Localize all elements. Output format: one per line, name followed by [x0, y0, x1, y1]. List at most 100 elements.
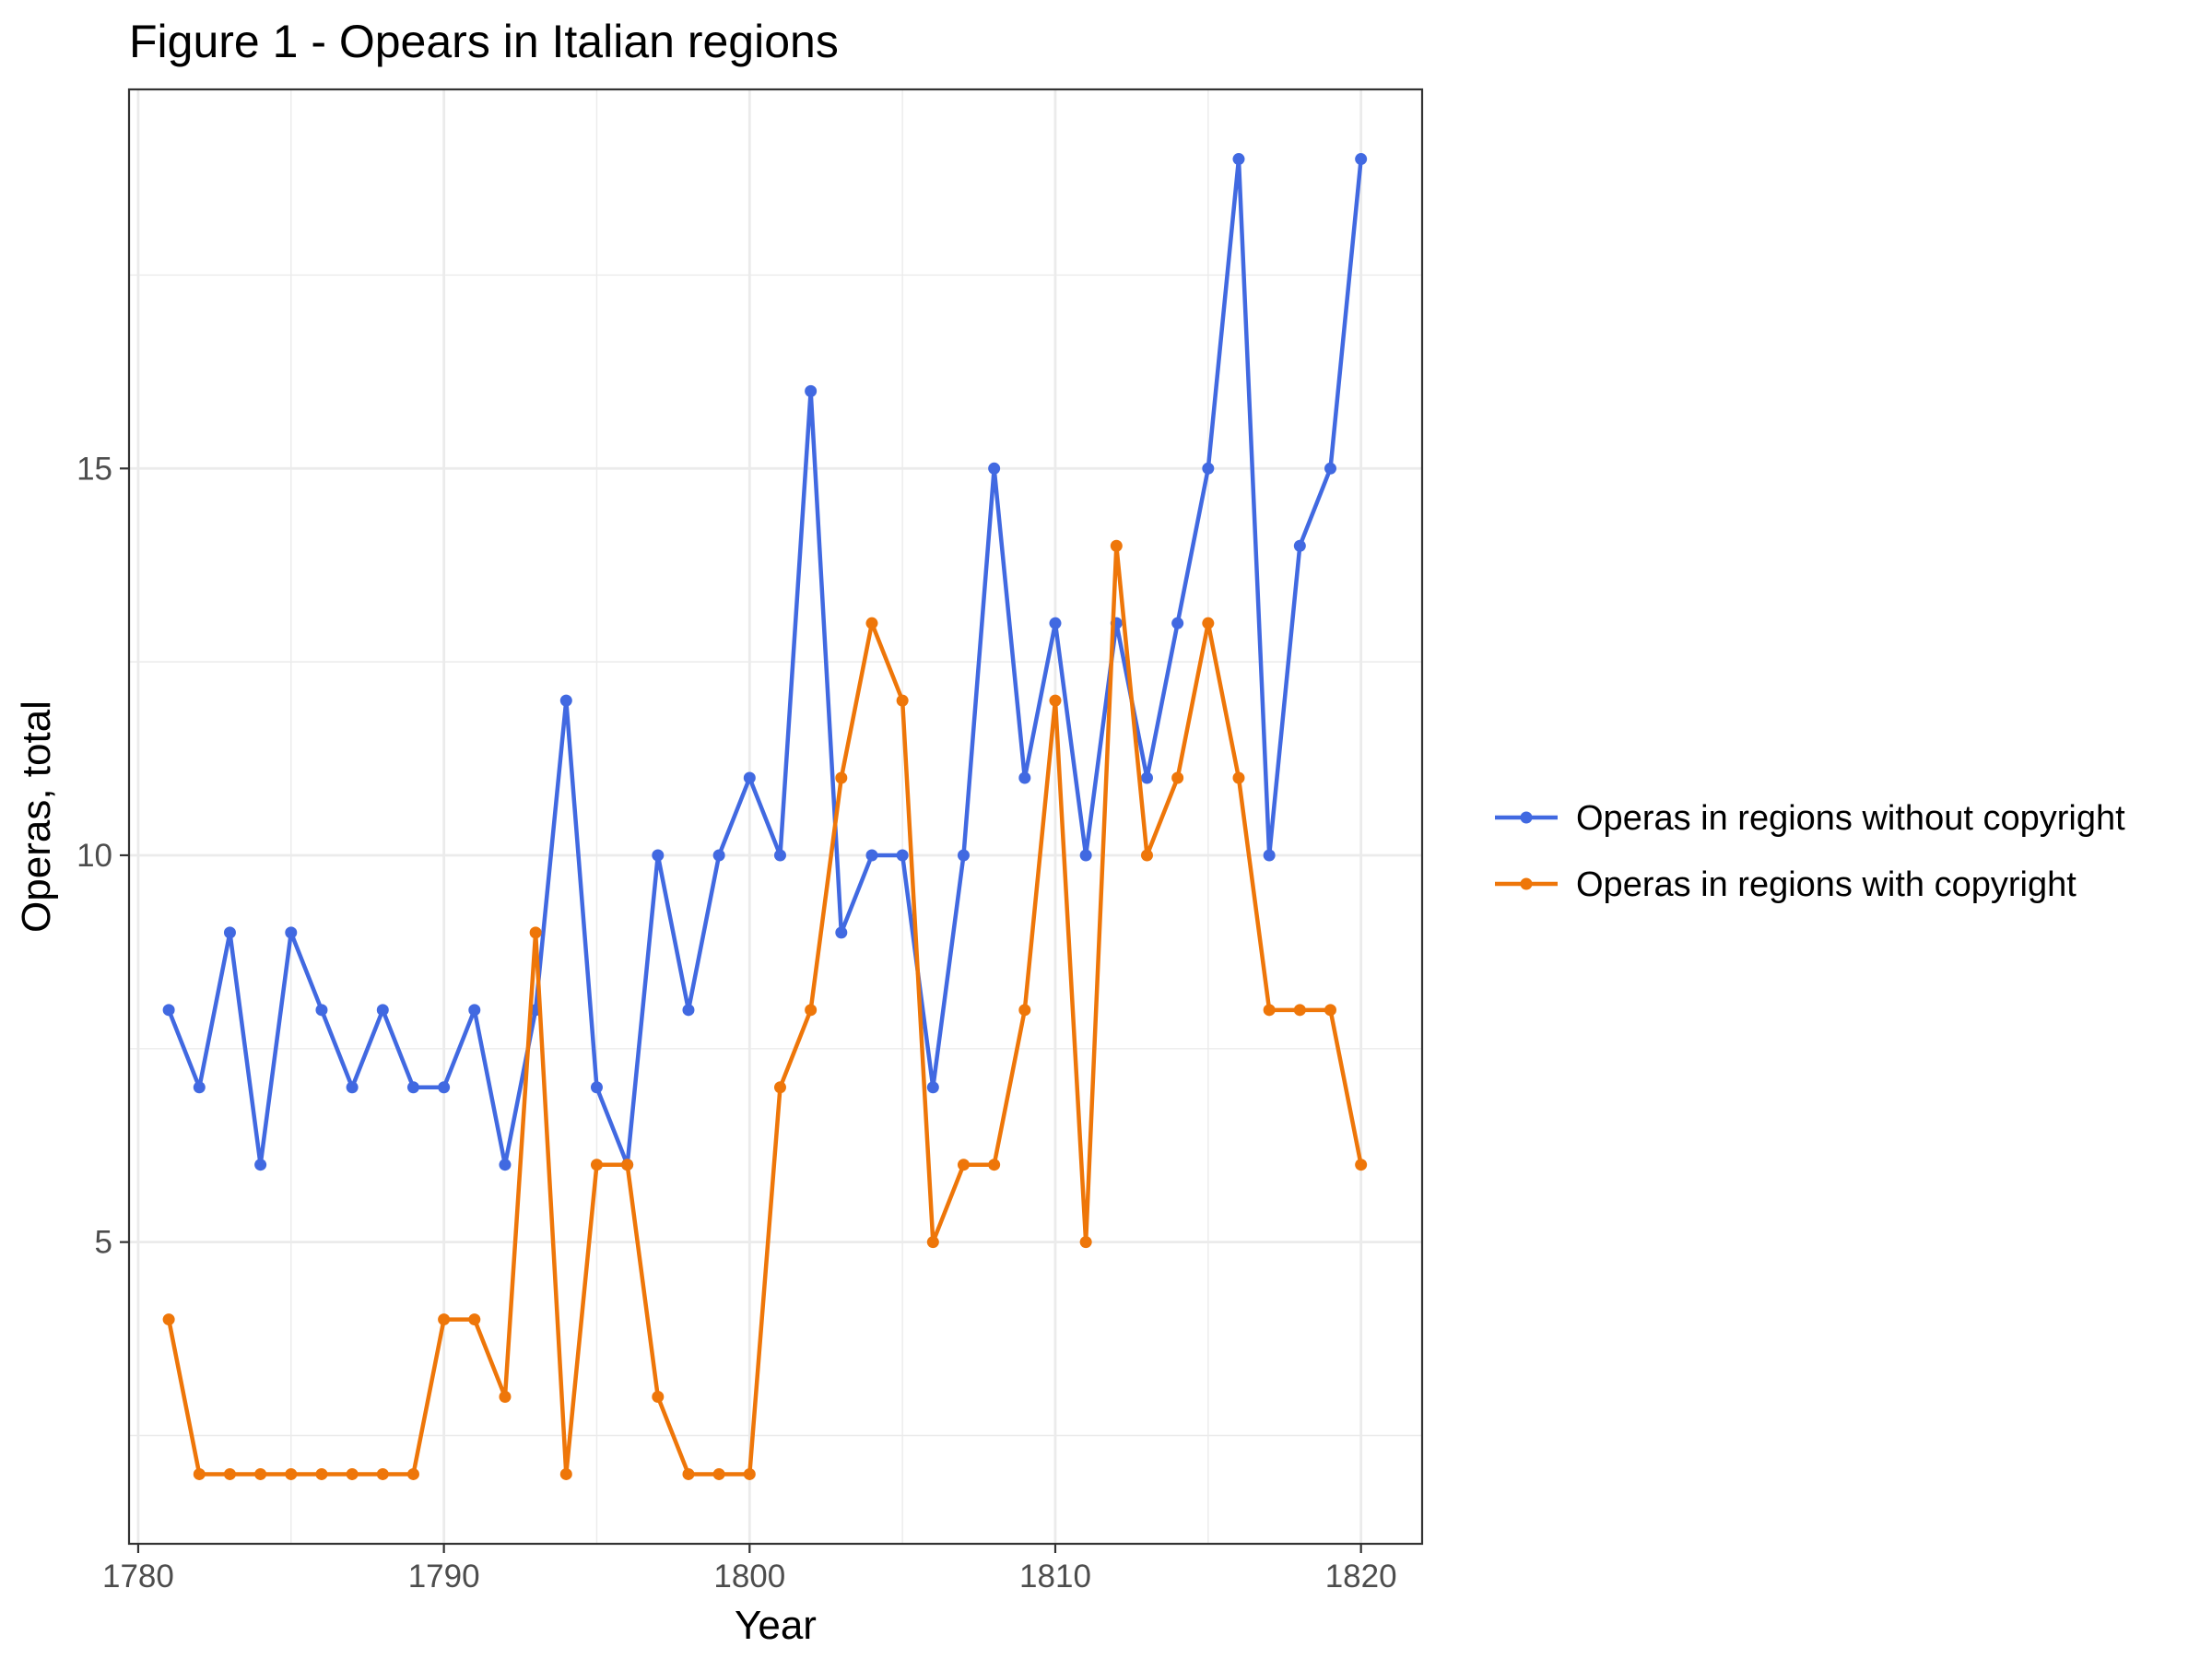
series-line-0	[166, 157, 1363, 1167]
data-point-1-8	[406, 1467, 419, 1480]
data-point-1-21	[805, 1004, 818, 1017]
data-point-0-22	[835, 926, 848, 939]
y-tick-label-0: 5	[95, 1225, 112, 1261]
legend-key-point-0	[1520, 811, 1533, 824]
data-point-1-33	[1171, 771, 1184, 784]
data-point-0-3	[254, 1159, 267, 1171]
data-point-1-4	[285, 1467, 298, 1480]
data-point-0-36	[1263, 849, 1276, 862]
data-point-0-34	[1202, 462, 1215, 475]
data-point-1-12	[529, 926, 542, 939]
series-1	[162, 539, 1368, 1480]
data-point-1-23	[865, 617, 878, 629]
data-point-1-15	[621, 1159, 634, 1171]
data-point-1-17	[682, 1467, 695, 1480]
legend-key-point-1	[1520, 877, 1533, 890]
series-layer	[162, 153, 1368, 1480]
data-point-0-10	[468, 1004, 481, 1017]
data-point-0-18	[712, 849, 725, 862]
data-point-0-0	[162, 1004, 175, 1017]
data-point-1-39	[1355, 1159, 1368, 1171]
data-point-1-30	[1079, 1236, 1092, 1249]
data-point-0-1	[193, 1081, 206, 1094]
data-point-1-36	[1263, 1004, 1276, 1017]
data-point-1-7	[376, 1467, 389, 1480]
data-point-1-31	[1110, 539, 1123, 552]
data-point-0-29	[1049, 617, 1062, 629]
data-point-0-13	[559, 694, 572, 707]
data-point-1-19	[743, 1467, 756, 1480]
data-point-0-33	[1171, 617, 1184, 629]
data-point-0-24	[896, 849, 909, 862]
x-axis-title: Year	[735, 1603, 817, 1648]
data-point-1-24	[896, 694, 909, 707]
data-point-1-18	[712, 1467, 725, 1480]
y-tick-label-1: 10	[76, 838, 112, 874]
data-point-0-37	[1293, 539, 1306, 552]
data-point-0-17	[682, 1004, 695, 1017]
data-point-0-6	[346, 1081, 359, 1094]
chart-title: Figure 1 - Opears in Italian regions	[129, 16, 839, 67]
data-point-0-35	[1232, 153, 1245, 166]
data-point-0-39	[1355, 153, 1368, 166]
data-point-1-27	[988, 1159, 1001, 1171]
data-point-0-23	[865, 849, 878, 862]
legend-label-0: Operas in regions without copyright	[1576, 799, 2125, 838]
data-point-1-22	[835, 771, 848, 784]
data-point-0-4	[285, 926, 298, 939]
y-axis: 5 10 15	[76, 451, 129, 1261]
data-point-1-28	[1018, 1004, 1031, 1017]
legend-item-1: Operas in regions with copyright	[1495, 865, 2077, 904]
y-tick-label-2: 15	[76, 451, 112, 487]
major-gridlines	[129, 89, 1422, 1544]
data-point-1-16	[652, 1391, 665, 1404]
data-point-1-3	[254, 1467, 267, 1480]
plot-panel	[127, 88, 1424, 1546]
legend-item-0: Operas in regions without copyright	[1495, 799, 2125, 838]
minor-gridlines	[129, 89, 1422, 1544]
y-axis-title: Operas, total	[14, 700, 59, 933]
data-point-0-28	[1018, 771, 1031, 784]
data-point-0-9	[438, 1081, 451, 1094]
x-tick-label-0: 1780	[102, 1559, 174, 1594]
legend-label-1: Operas in regions with copyright	[1576, 865, 2077, 904]
data-point-0-7	[376, 1004, 389, 1017]
data-point-1-29	[1049, 694, 1062, 707]
data-point-0-19	[743, 771, 756, 784]
data-point-0-8	[406, 1081, 419, 1094]
data-point-1-1	[193, 1467, 206, 1480]
data-point-0-5	[315, 1004, 328, 1017]
data-point-1-37	[1293, 1004, 1306, 1017]
data-point-1-26	[957, 1159, 970, 1171]
data-point-0-25	[926, 1081, 939, 1094]
data-point-0-21	[805, 384, 818, 397]
x-tick-label-1: 1790	[408, 1559, 480, 1594]
x-axis: 1780 1790 1800 1810 1820	[102, 1544, 1397, 1594]
data-point-1-2	[223, 1467, 236, 1480]
data-point-0-27	[988, 462, 1001, 475]
series-line-1	[166, 543, 1363, 1477]
data-point-1-6	[346, 1467, 359, 1480]
data-point-1-14	[590, 1159, 603, 1171]
x-tick-label-2: 1800	[713, 1559, 785, 1594]
data-point-0-30	[1079, 849, 1092, 862]
x-tick-label-3: 1810	[1019, 1559, 1091, 1594]
data-point-1-35	[1232, 771, 1245, 784]
data-point-0-16	[652, 849, 665, 862]
data-point-1-9	[438, 1313, 451, 1326]
plot-panel-border	[127, 88, 1424, 1546]
data-point-0-20	[773, 849, 786, 862]
data-point-1-11	[499, 1391, 512, 1404]
data-point-1-10	[468, 1313, 481, 1326]
data-point-0-38	[1324, 462, 1336, 475]
data-point-1-0	[162, 1313, 175, 1326]
legend: Operas in regions without copyright Opera…	[1495, 799, 2125, 904]
data-point-1-20	[773, 1081, 786, 1094]
data-point-1-38	[1324, 1004, 1336, 1017]
data-point-0-2	[223, 926, 236, 939]
data-point-0-26	[957, 849, 970, 862]
data-point-0-11	[499, 1159, 512, 1171]
data-point-1-25	[926, 1236, 939, 1249]
